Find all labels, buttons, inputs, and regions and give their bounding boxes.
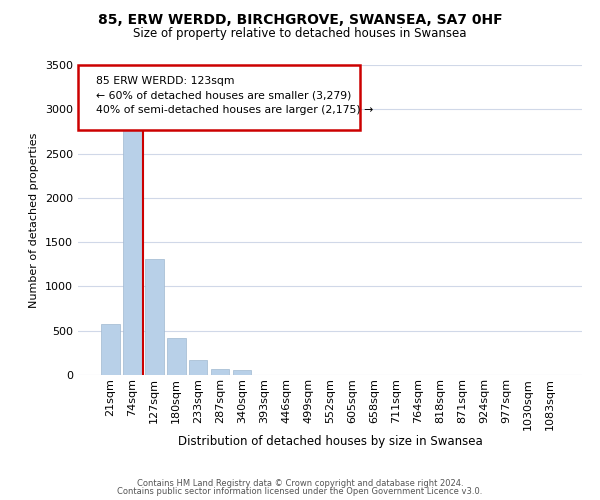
X-axis label: Distribution of detached houses by size in Swansea: Distribution of detached houses by size … [178, 435, 482, 448]
Text: Contains public sector information licensed under the Open Government Licence v3: Contains public sector information licen… [118, 487, 482, 496]
Bar [167, 338, 185, 375]
Bar [233, 370, 251, 375]
Text: Contains HM Land Registry data © Crown copyright and database right 2024.: Contains HM Land Registry data © Crown c… [137, 478, 463, 488]
Bar [145, 259, 164, 375]
Bar [211, 369, 229, 375]
Text: Size of property relative to detached houses in Swansea: Size of property relative to detached ho… [133, 28, 467, 40]
Text: 85, ERW WERDD, BIRCHGROVE, SWANSEA, SA7 0HF: 85, ERW WERDD, BIRCHGROVE, SWANSEA, SA7 … [98, 12, 502, 26]
Bar [189, 360, 208, 375]
Y-axis label: Number of detached properties: Number of detached properties [29, 132, 40, 308]
Text: 85 ERW WERDD: 123sqm
← 60% of detached houses are smaller (3,279)
40% of semi-de: 85 ERW WERDD: 123sqm ← 60% of detached h… [95, 76, 373, 114]
Bar [123, 118, 142, 375]
Bar [101, 324, 119, 375]
FancyBboxPatch shape [78, 65, 360, 130]
